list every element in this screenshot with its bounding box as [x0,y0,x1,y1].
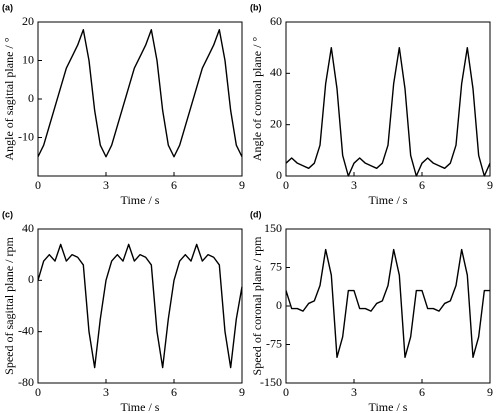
y-tick-label: -150 [260,375,282,389]
x-tick-label: 6 [419,385,425,399]
y-axis-label: Angle of sagittal plane / ° [2,37,16,160]
x-tick-label: 9 [487,385,493,399]
panel-label: (a) [2,2,13,12]
panel-label: (c) [2,209,13,219]
data-line [37,243,243,369]
x-axis-label: Time / s [121,400,160,413]
plot-frame [37,21,243,177]
x-tick-label: 6 [171,385,177,399]
x-tick-label: 9 [239,385,245,399]
y-tick-label: 40 [22,221,34,235]
y-tick-label: 0 [28,91,34,105]
x-tick-label: 0 [35,385,41,399]
x-axis-label: Time / s [121,193,160,207]
plot-frame [285,21,491,177]
y-axis-label: Speed of sagittal plane / rpm [2,237,16,375]
y-tick-label: 60 [270,14,282,28]
y-axis-label: Speed of coronal plane / rpm [250,236,264,376]
y-tick-label: -10 [18,129,34,143]
y-tick-label: 20 [270,116,282,130]
x-tick-label: 9 [487,178,493,192]
y-tick-label: 0 [276,168,282,182]
y-axis-label: Angle of coronal plane / ° [250,37,264,162]
x-tick-label: 3 [103,178,109,192]
data-line [37,29,243,158]
x-tick-label: 0 [283,178,289,192]
y-tick-label: 40 [270,65,282,79]
x-axis-label: Time / s [369,400,408,413]
x-tick-label: 0 [283,385,289,399]
x-tick-label: 0 [35,178,41,192]
plot-frame [37,228,243,384]
y-tick-label: -40 [18,323,34,337]
x-tick-label: 9 [239,178,245,192]
y-tick-label: 20 [22,14,34,28]
plot-frame [285,228,491,384]
panel-label: (d) [250,209,262,219]
x-tick-label: 3 [103,385,109,399]
x-tick-label: 3 [351,385,357,399]
x-tick-label: 3 [351,178,357,192]
y-tick-label: 10 [22,52,34,66]
data-line [285,248,490,359]
x-axis-label: Time / s [369,193,408,207]
y-tick-label: 75 [270,259,282,273]
y-tick-label: -80 [18,375,34,389]
y-tick-label: -75 [266,336,282,350]
y-tick-label: 0 [276,298,282,312]
x-tick-label: 6 [419,178,425,192]
y-tick-label: 150 [264,221,282,235]
x-tick-label: 6 [171,178,177,192]
data-line [285,46,491,177]
y-tick-label: 0 [28,272,34,286]
panel-label: (b) [250,2,262,12]
